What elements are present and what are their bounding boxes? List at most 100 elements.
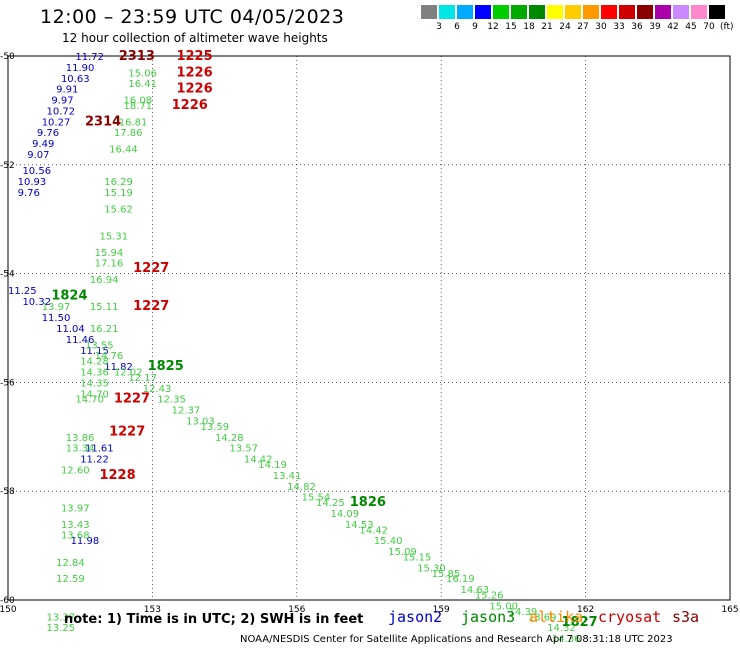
wave-height-label: 9.76 — [18, 188, 40, 199]
wave-height-label: 15.31 — [99, 232, 128, 243]
wave-height-label: 12.43 — [143, 384, 172, 395]
sat-s3a: s3a — [672, 608, 700, 626]
pass-time-label: 1227 — [133, 299, 169, 314]
wave-height-label: 13.03 — [186, 416, 215, 427]
wave-height-label: 18.71 — [124, 101, 153, 112]
wave-height-label: 13.69 — [528, 612, 557, 623]
footer-credit: NOAA/NESDIS Center for Satellite Applica… — [240, 634, 673, 645]
wave-height-label: 11.50 — [42, 313, 71, 324]
color-legend-swatch — [655, 5, 671, 19]
wave-height-label: 13.57 — [229, 444, 258, 455]
wave-height-label: 15.94 — [95, 248, 124, 259]
wave-height-label: 13.43 — [61, 520, 90, 531]
wave-height-label: 13.97 — [42, 302, 71, 313]
wave-height-label: 11.61 — [85, 444, 114, 455]
page-subtitle: 12 hour collection of altimeter wave hei… — [62, 31, 328, 45]
wave-height-label: 14.19 — [258, 460, 287, 471]
wave-height-label: 17.86 — [114, 128, 143, 139]
color-legend-swatch — [439, 5, 455, 19]
wave-height-label: 10.63 — [61, 74, 90, 85]
wave-height-label: 12.60 — [61, 465, 90, 476]
wave-height-label: 14.63 — [460, 585, 489, 596]
color-legend-swatch — [457, 5, 473, 19]
color-legend-swatch — [529, 5, 545, 19]
color-legend-label: 42 — [667, 22, 679, 32]
wave-height-label: 13.97 — [61, 504, 90, 515]
color-legend-label: 39 — [649, 22, 661, 32]
wave-height-label: 14.82 — [287, 482, 316, 493]
pass-time-label: 1227 — [133, 261, 169, 276]
pass-time-label: 1227 — [109, 424, 145, 439]
color-legend-swatch — [493, 5, 509, 19]
wave-height-label: 14.09 — [330, 509, 359, 520]
wave-height-label: 15.06 — [128, 68, 157, 79]
wave-height-label: 12.35 — [157, 395, 186, 406]
wave-height-label: 14.70 — [75, 395, 104, 406]
pass-time-label: 1824 — [51, 288, 87, 303]
pass-time-label: 2314 — [85, 114, 121, 129]
wave-height-label: 15.40 — [374, 536, 403, 547]
wave-height-label: 11.90 — [66, 63, 95, 74]
wave-height-label: 12.59 — [56, 574, 85, 585]
wave-height-label: 16.44 — [109, 144, 138, 155]
pass-time-label: 1226 — [176, 82, 212, 97]
y-tick-label: -54 — [0, 270, 15, 280]
pass-time-label: 1826 — [350, 495, 386, 510]
color-legend-swatch — [547, 5, 563, 19]
sat-jason3: jason3 — [461, 608, 516, 626]
wave-height-label: 15.85 — [432, 569, 461, 580]
color-legend-swatch — [565, 5, 581, 19]
wave-height-label: 13.55 — [85, 340, 114, 351]
color-legend-label: 6 — [454, 22, 460, 32]
wave-height-label: 15.09 — [388, 547, 417, 558]
wave-height-label: 11.22 — [80, 455, 109, 466]
wave-height-label: 10.93 — [18, 177, 47, 188]
color-legend-label: 3 — [436, 22, 442, 32]
page-title: 12:00 – 23:59 UTC 04/05/2023 — [40, 6, 345, 28]
wave-height-label: 16.41 — [128, 79, 157, 90]
wave-height-label: 11.04 — [56, 324, 85, 335]
sat-cryosat: cryosat — [598, 608, 662, 626]
pass-time-label: 1226 — [172, 98, 208, 113]
wave-height-label: 13.34 — [66, 444, 95, 455]
color-legend-label: 33 — [613, 22, 625, 32]
wave-height-label: 15.00 — [489, 601, 518, 612]
wave-height-label: 9.07 — [27, 150, 49, 161]
wave-height-label: 10.32 — [22, 297, 51, 308]
y-tick-label: -60 — [0, 596, 15, 606]
color-legend-label: 15 — [505, 22, 517, 32]
y-tick-label: -58 — [0, 487, 15, 497]
wave-height-label: 16.29 — [104, 177, 133, 188]
wave-height-label: 9.97 — [51, 96, 73, 107]
wave-height-label: 11.72 — [75, 52, 104, 63]
color-legend-label: 27 — [577, 22, 589, 32]
wave-height-label: 15.19 — [104, 188, 133, 199]
color-legend-swatch — [583, 5, 599, 19]
wave-height-label: 14.42 — [244, 455, 273, 466]
wave-height-label: 16.21 — [90, 324, 119, 335]
wave-height-label: 15.15 — [403, 552, 432, 563]
wave-height-label: 14.36 — [552, 634, 581, 645]
color-legend-swatch — [637, 5, 653, 19]
pass-time-label: 1225 — [176, 49, 212, 64]
wave-height-label: 15.30 — [417, 563, 446, 574]
wave-height-label: 16.19 — [446, 574, 475, 585]
wave-height-label: 14.70 — [80, 389, 109, 400]
wave-height-label: 14.42 — [359, 525, 388, 536]
wave-height-label: 9.49 — [32, 139, 54, 150]
wave-height-label: 13.68 — [61, 531, 90, 542]
wave-height-label: 11.98 — [71, 536, 100, 547]
wave-height-label: 10.72 — [47, 106, 76, 117]
color-legend-swatch — [709, 5, 725, 19]
pass-time-label: 1825 — [148, 359, 184, 374]
wave-height-label: 13.86 — [66, 433, 95, 444]
sat-altika: altika — [529, 608, 584, 626]
wave-height-label: 12.02 — [114, 368, 143, 379]
color-legend-label: 18 — [523, 22, 535, 32]
color-legend-swatch — [619, 5, 635, 19]
pass-time-label: 1226 — [176, 65, 212, 80]
x-tick-label: 165 — [721, 605, 738, 615]
color-legend-swatch — [691, 5, 707, 19]
color-legend-label: 24 — [559, 22, 571, 32]
